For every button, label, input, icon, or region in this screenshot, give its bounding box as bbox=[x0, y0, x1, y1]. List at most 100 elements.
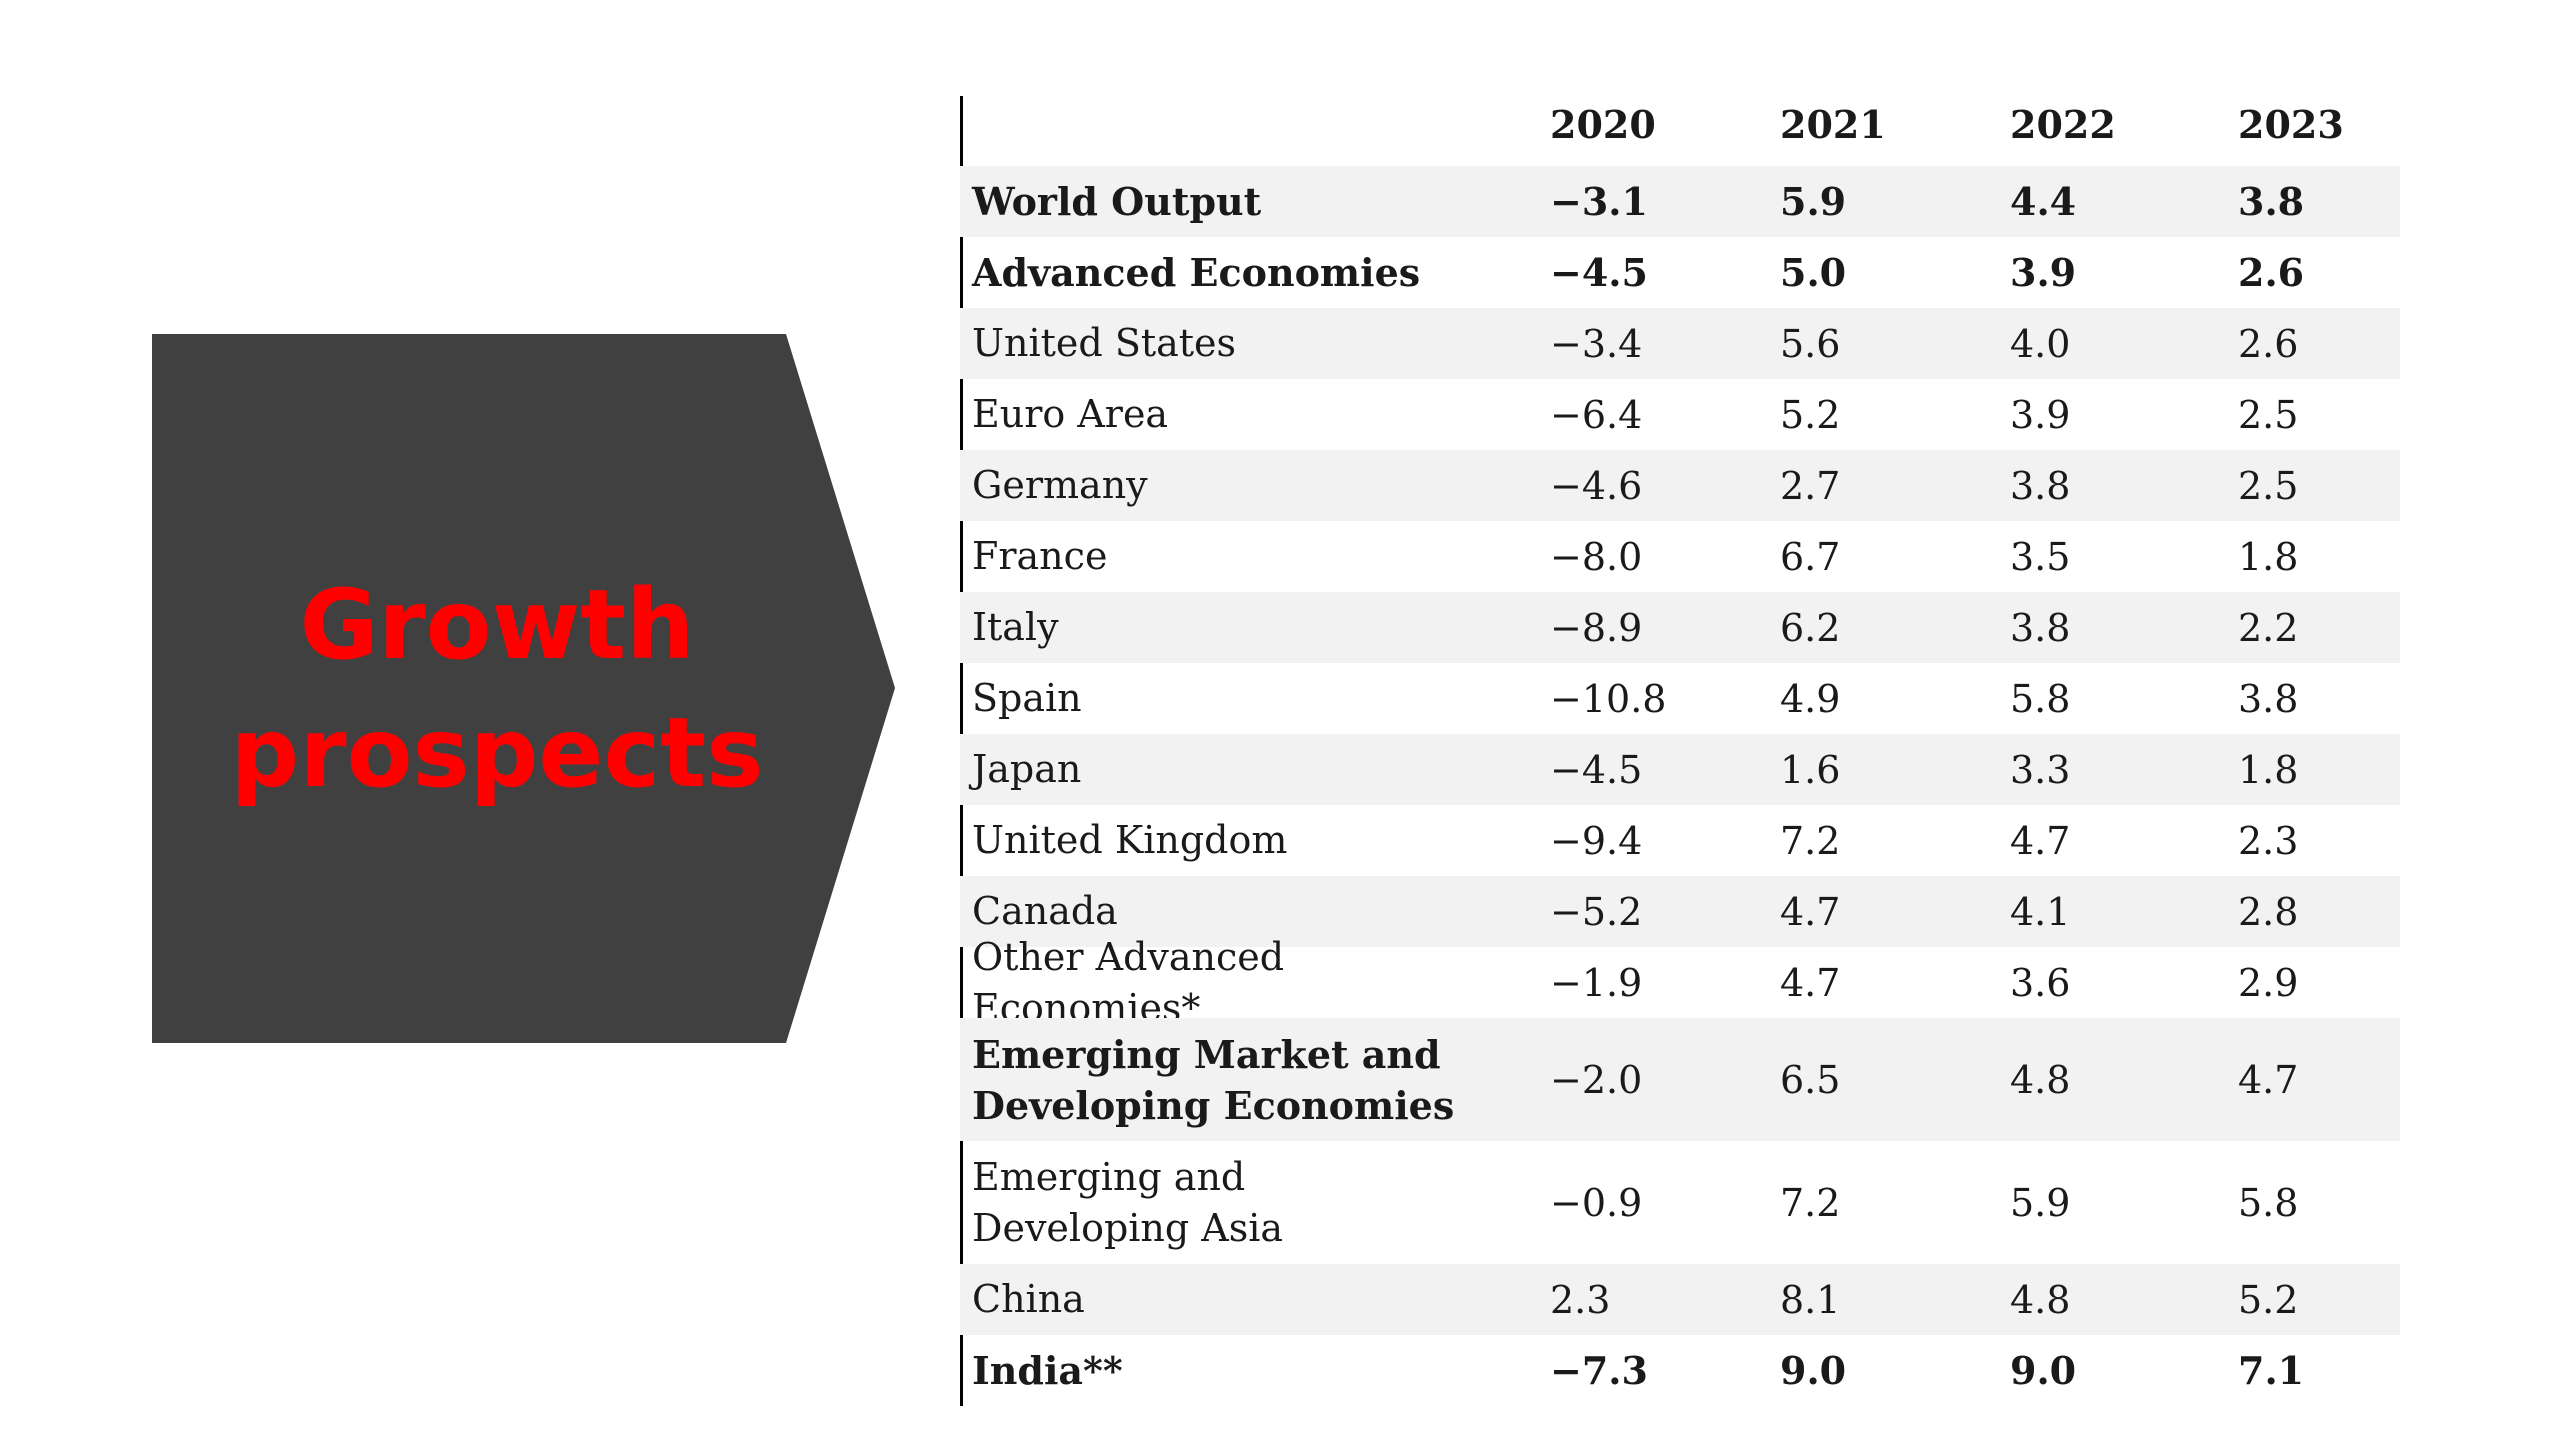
cell-2023: 4.7 bbox=[2238, 1057, 2299, 1102]
table-row: Japan −4.5 1.6 3.3 1.8 bbox=[960, 734, 2400, 805]
cell-2022: 4.8 bbox=[2010, 1277, 2071, 1322]
row-label: Emerging and Developing Asia bbox=[972, 1154, 1284, 1250]
cell-2020: −7.3 bbox=[1550, 1348, 1648, 1393]
cell-2023: 7.1 bbox=[2238, 1348, 2305, 1393]
cell-2023: 2.5 bbox=[2238, 463, 2299, 508]
cell-2020: −4.5 bbox=[1550, 747, 1643, 792]
cell-2020: −3.1 bbox=[1550, 179, 1648, 224]
cell-2021: 7.2 bbox=[1780, 1180, 1841, 1225]
row-label: World Output bbox=[972, 179, 1262, 224]
table-row: United Kingdom −9.4 7.2 4.7 2.3 bbox=[960, 805, 2400, 876]
cell-2023: 1.8 bbox=[2238, 747, 2299, 792]
table-row: Spain −10.8 4.9 5.8 3.8 bbox=[960, 663, 2400, 734]
row-left-rule bbox=[960, 947, 963, 1018]
cell-2023: 2.9 bbox=[2238, 960, 2299, 1005]
cell-2021: 5.9 bbox=[1780, 179, 1847, 224]
table-row: Emerging and Developing Asia −0.9 7.2 5.… bbox=[960, 1141, 2400, 1264]
cell-2022: 3.5 bbox=[2010, 534, 2071, 579]
cell-2021: 6.2 bbox=[1780, 605, 1841, 650]
cell-2022: 3.9 bbox=[2010, 250, 2077, 295]
table-row: Germany −4.6 2.7 3.8 2.5 bbox=[960, 450, 2400, 521]
title-line-1: Growth bbox=[299, 568, 695, 681]
row-label: Germany bbox=[972, 463, 1148, 507]
row-left-rule bbox=[960, 805, 963, 876]
table-row: Other Advanced Economies* −1.9 4.7 3.6 2… bbox=[960, 935, 2400, 1030]
growth-prospects-title: Growth prospects bbox=[152, 334, 842, 1043]
chevron-arrow-shape bbox=[152, 334, 895, 1043]
cell-2023: 3.8 bbox=[2238, 676, 2299, 721]
row-label: United States bbox=[972, 321, 1237, 365]
cell-2021: 4.7 bbox=[1780, 889, 1841, 934]
row-left-rule bbox=[960, 521, 963, 592]
table-row: Emerging Market and Developing Economies… bbox=[960, 1018, 2400, 1141]
cell-2020: −9.4 bbox=[1550, 818, 1643, 863]
table-row: France −8.0 6.7 3.5 1.8 bbox=[960, 521, 2400, 592]
cell-2020: −3.4 bbox=[1550, 321, 1643, 366]
cell-2021: 9.0 bbox=[1780, 1348, 1847, 1393]
cell-2022: 3.9 bbox=[2010, 392, 2071, 437]
cell-2020: 2.3 bbox=[1550, 1277, 1611, 1322]
cell-2022: 5.8 bbox=[2010, 676, 2071, 721]
cell-2021: 8.1 bbox=[1780, 1277, 1841, 1322]
title-line-2: prospects bbox=[230, 696, 764, 809]
cell-2022: 4.4 bbox=[2010, 179, 2077, 224]
row-label: India** bbox=[972, 1348, 1123, 1393]
cell-2020: −4.6 bbox=[1550, 463, 1643, 508]
header-year-2023: 2023 bbox=[2238, 102, 2344, 147]
cell-2021: 7.2 bbox=[1780, 818, 1841, 863]
cell-2022: 3.3 bbox=[2010, 747, 2071, 792]
cell-2021: 2.7 bbox=[1780, 463, 1841, 508]
cell-2023: 2.3 bbox=[2238, 818, 2299, 863]
cell-2021: 4.9 bbox=[1780, 676, 1841, 721]
row-label: United Kingdom bbox=[972, 818, 1288, 862]
row-label: Emerging Market and Developing Economies bbox=[972, 1031, 1455, 1128]
cell-2023: 5.2 bbox=[2238, 1277, 2299, 1322]
cell-2022: 4.7 bbox=[2010, 818, 2071, 863]
table-row: Canada −5.2 4.7 4.1 2.8 bbox=[960, 876, 2400, 947]
row-label: Spain bbox=[972, 676, 1082, 720]
cell-2022: 3.8 bbox=[2010, 463, 2071, 508]
table-row: Italy −8.9 6.2 3.8 2.2 bbox=[960, 592, 2400, 663]
row-label: France bbox=[972, 534, 1108, 578]
cell-2020: −2.0 bbox=[1550, 1057, 1643, 1102]
header-year-2022: 2022 bbox=[2010, 102, 2116, 147]
cell-2021: 6.5 bbox=[1780, 1057, 1841, 1102]
cell-2020: −4.5 bbox=[1550, 250, 1648, 295]
row-label: Japan bbox=[972, 747, 1082, 791]
cell-2023: 2.2 bbox=[2238, 605, 2299, 650]
row-label: China bbox=[972, 1277, 1085, 1321]
row-left-rule bbox=[960, 663, 963, 734]
cell-2022: 3.8 bbox=[2010, 605, 2071, 650]
cell-2023: 2.6 bbox=[2238, 250, 2305, 295]
cell-2022: 4.8 bbox=[2010, 1057, 2071, 1102]
table-row: Euro Area −6.4 5.2 3.9 2.5 bbox=[960, 379, 2400, 450]
cell-2023: 2.6 bbox=[2238, 321, 2299, 366]
cell-2020: −8.9 bbox=[1550, 605, 1643, 650]
cell-2023: 1.8 bbox=[2238, 534, 2299, 579]
row-left-rule bbox=[960, 96, 963, 166]
growth-table: 2020 2021 2022 2023 World Output −3.1 5.… bbox=[960, 96, 2400, 1411]
row-left-rule bbox=[960, 379, 963, 450]
cell-2023: 3.8 bbox=[2238, 179, 2305, 224]
cell-2022: 4.0 bbox=[2010, 321, 2071, 366]
cell-2021: 5.0 bbox=[1780, 250, 1847, 295]
row-label: Advanced Economies bbox=[972, 250, 1421, 295]
table-row: India** −7.3 9.0 9.0 7.1 bbox=[960, 1335, 2400, 1406]
row-label: Canada bbox=[972, 889, 1118, 933]
cell-2022: 9.0 bbox=[2010, 1348, 2077, 1393]
cell-2021: 6.7 bbox=[1780, 534, 1841, 579]
table-row: United States −3.4 5.6 4.0 2.6 bbox=[960, 308, 2400, 379]
row-left-rule bbox=[960, 237, 963, 308]
row-label: Italy bbox=[972, 605, 1059, 649]
table-row: World Output −3.1 5.9 4.4 3.8 bbox=[960, 166, 2400, 237]
cell-2020: −6.4 bbox=[1550, 392, 1643, 437]
cell-2023: 5.8 bbox=[2238, 1180, 2299, 1225]
cell-2020: −10.8 bbox=[1550, 676, 1667, 721]
row-left-rule bbox=[960, 1335, 963, 1406]
row-label: Euro Area bbox=[972, 392, 1169, 436]
table-header-row: 2020 2021 2022 2023 bbox=[960, 96, 2400, 166]
header-year-2021: 2021 bbox=[1780, 102, 1886, 147]
cell-2021: 5.6 bbox=[1780, 321, 1841, 366]
table-row: Advanced Economies −4.5 5.0 3.9 2.6 bbox=[960, 237, 2400, 308]
cell-2021: 4.7 bbox=[1780, 960, 1841, 1005]
